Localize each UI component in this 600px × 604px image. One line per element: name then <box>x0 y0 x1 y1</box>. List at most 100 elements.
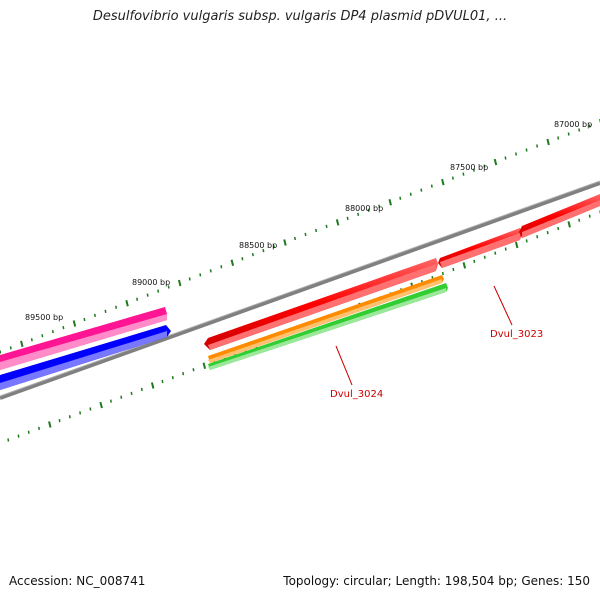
gene-red-outer[interactable] <box>204 258 438 350</box>
ruler-tick <box>125 300 129 307</box>
ruler-tick <box>315 228 318 233</box>
ruler-tick <box>557 136 560 140</box>
ruler-tick <box>557 226 560 231</box>
ruler-tick <box>367 208 370 212</box>
ruler-tick <box>409 192 412 196</box>
plasmid-backbone <box>0 181 600 400</box>
ruler-label-87500: 87500 bp <box>450 163 488 172</box>
ruler-label-88500: 88500 bp <box>239 241 277 250</box>
ruler-tick <box>462 172 465 176</box>
ruler-tick <box>494 251 497 255</box>
ruler-tick <box>115 305 118 309</box>
ruler-tick <box>272 244 275 249</box>
ruler-tick <box>30 338 33 342</box>
ruler-tick <box>451 176 454 180</box>
ruler-tick <box>441 271 444 276</box>
ruler-tick <box>283 239 287 246</box>
ruler-tick <box>388 199 392 206</box>
ruler-tick <box>241 257 244 261</box>
ruler-tick <box>41 334 44 338</box>
ruler-tick <box>130 391 133 395</box>
ruler-tick <box>93 313 96 318</box>
ruler-tick <box>199 273 202 277</box>
ruler-tick <box>293 236 296 241</box>
ruler-tick <box>58 419 61 423</box>
ruler-tick <box>48 421 52 428</box>
ruler-tick <box>20 340 24 348</box>
ruler-tick <box>335 219 340 226</box>
ruler-tick <box>472 168 475 172</box>
ruler-tick <box>209 269 212 273</box>
ruler-tick <box>304 232 307 237</box>
ruler-tick <box>136 297 139 301</box>
ruler-tick <box>515 152 518 156</box>
ruler-tick <box>192 368 195 372</box>
ruler-tick <box>220 265 223 269</box>
ruler-tick <box>79 411 82 415</box>
ruler-tick <box>146 293 149 297</box>
ruler-tick <box>378 204 381 208</box>
ruler-tick <box>473 259 476 263</box>
gene-blue[interactable] <box>0 325 171 390</box>
ruler-tick <box>262 249 265 253</box>
ruler-tick <box>514 241 519 249</box>
ruler-tick <box>150 382 155 389</box>
ruler-tick <box>104 309 107 313</box>
ruler-tick <box>167 285 170 289</box>
ruler-tick <box>525 148 528 152</box>
ruler-tick <box>578 128 581 132</box>
ruler-tick <box>536 235 539 239</box>
ruler-tick <box>493 158 498 166</box>
leader-line-dvul-3023 <box>493 285 513 326</box>
ruler-tick <box>230 259 235 266</box>
ruler-tick <box>251 253 254 257</box>
ruler-tick <box>483 255 486 259</box>
map-title: Desulfovibrio vulgaris subsp. vulgaris D… <box>92 9 508 24</box>
gene-orange[interactable] <box>208 275 444 363</box>
ruler-tick <box>83 317 86 322</box>
ruler-label-87000: 87000 bp <box>554 120 592 129</box>
ruler-tick <box>62 325 65 330</box>
ruler-tick <box>441 178 445 186</box>
ruler-tick <box>525 239 528 243</box>
ruler-tick <box>9 346 12 350</box>
gene-dvul-3023[interactable] <box>438 194 600 268</box>
ruler-label-89500: 89500 bp <box>25 313 63 322</box>
gene-pink[interactable] <box>0 307 167 370</box>
ruler-tick <box>536 144 539 148</box>
ruler-tick <box>578 218 581 222</box>
ruler-tick <box>430 184 433 188</box>
ruler-tick <box>202 362 207 370</box>
ruler-tick <box>99 401 103 409</box>
ruler-label-88000: 88000 bp <box>345 204 383 213</box>
ruler-tick <box>357 212 360 216</box>
ruler-tick <box>504 247 507 251</box>
ruler-tick <box>588 124 591 128</box>
ruler-tick <box>120 395 123 399</box>
ruler-tick <box>567 221 571 228</box>
ruler-tick <box>161 379 164 384</box>
ruler-tick <box>188 277 191 281</box>
ruler-tick <box>462 262 467 269</box>
gene-label-dvul-3024[interactable]: Dvul_3024 <box>330 389 383 400</box>
ruler-tick <box>420 188 423 192</box>
ruler-tick <box>325 224 328 229</box>
ruler-ticks-outer <box>0 119 600 354</box>
ruler-tick <box>546 138 550 146</box>
ruler-label-89000: 89000 bp <box>132 278 170 287</box>
ruler-tick <box>7 438 10 442</box>
ruler-tick <box>27 430 30 434</box>
ruler-tick <box>504 156 507 160</box>
ruler-tick <box>157 289 160 293</box>
ruler-tick <box>109 399 112 403</box>
ruler-tick <box>17 434 20 438</box>
ruler-tick <box>546 231 549 235</box>
gene-label-dvul-3023[interactable]: Dvul_3023 <box>490 329 543 340</box>
ruler-tick <box>171 375 174 380</box>
ruler-tick <box>346 216 349 220</box>
ruler-tick <box>0 350 2 354</box>
topology-summary: Topology: circular; Length: 198,504 bp; … <box>283 574 590 588</box>
gene-dvul-3024[interactable] <box>208 283 448 370</box>
